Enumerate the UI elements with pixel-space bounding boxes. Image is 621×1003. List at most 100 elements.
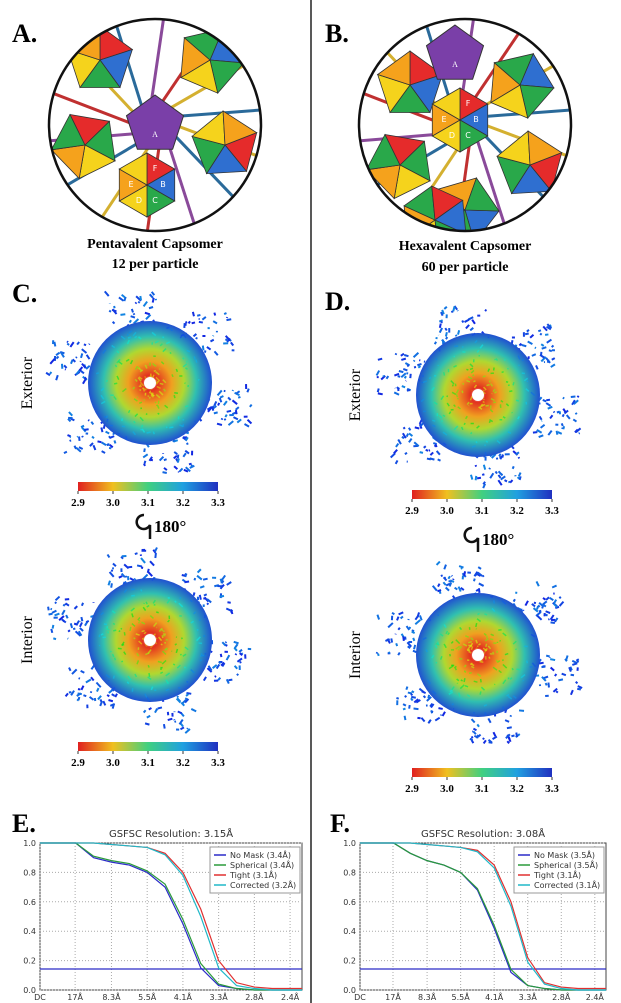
density-stroke bbox=[138, 301, 139, 302]
colorbar-label: 2.9 bbox=[405, 505, 419, 517]
density-stroke bbox=[88, 420, 89, 421]
density-stroke bbox=[70, 342, 73, 347]
density-stroke bbox=[557, 431, 558, 435]
view-label: Exterior bbox=[19, 356, 36, 409]
legend-label: Corrected (3.2Å) bbox=[230, 879, 296, 890]
density-stroke bbox=[146, 602, 147, 604]
density-stroke bbox=[49, 614, 53, 615]
density-stroke bbox=[540, 333, 541, 335]
density-stroke bbox=[521, 345, 526, 346]
density-stroke bbox=[420, 615, 422, 620]
density-stroke bbox=[441, 321, 442, 322]
density-stroke bbox=[516, 733, 517, 738]
caption: 12 per particle bbox=[112, 257, 199, 272]
density-stroke bbox=[226, 609, 231, 611]
density-stroke bbox=[103, 701, 105, 705]
density-stroke bbox=[547, 340, 552, 343]
density-stroke bbox=[158, 662, 162, 663]
density-stroke bbox=[477, 724, 479, 726]
density-stroke bbox=[443, 582, 445, 585]
density-stroke bbox=[455, 588, 458, 590]
density-stroke bbox=[546, 403, 550, 406]
density-stroke bbox=[388, 623, 393, 627]
density-stroke bbox=[498, 475, 500, 478]
density-stroke bbox=[72, 669, 77, 674]
density-stroke bbox=[109, 311, 111, 312]
density-stroke bbox=[77, 621, 79, 625]
density-stroke bbox=[427, 459, 431, 460]
density-stroke bbox=[106, 416, 107, 418]
density-stroke bbox=[378, 393, 383, 394]
density-stroke bbox=[82, 603, 83, 606]
density-stroke bbox=[134, 638, 136, 639]
density-stroke bbox=[67, 341, 68, 342]
y-tick-label: 0.6 bbox=[23, 898, 36, 907]
density-stroke bbox=[192, 322, 195, 323]
density-stroke bbox=[562, 423, 563, 426]
y-tick-label: 0.2 bbox=[343, 957, 356, 966]
density-stroke bbox=[446, 587, 449, 590]
density-stroke bbox=[160, 383, 163, 384]
density-stroke bbox=[551, 667, 555, 670]
density-stroke bbox=[445, 328, 447, 330]
density-stroke bbox=[174, 395, 175, 398]
density-stroke bbox=[495, 359, 496, 360]
density-stroke bbox=[558, 679, 563, 680]
density-stroke bbox=[170, 352, 171, 353]
density-stroke bbox=[378, 388, 379, 392]
density-stroke bbox=[144, 302, 148, 307]
density-stroke bbox=[443, 415, 445, 416]
x-tick-label: 17Å bbox=[385, 991, 401, 1002]
x-tick-label: 5.5Å bbox=[138, 991, 157, 1002]
density-stroke bbox=[185, 729, 190, 733]
density-stroke bbox=[407, 390, 410, 391]
density-stroke bbox=[213, 321, 217, 323]
subunit-label: F bbox=[153, 164, 158, 173]
density-stroke bbox=[149, 307, 153, 308]
density-stroke bbox=[391, 638, 392, 642]
density-stroke bbox=[178, 459, 179, 463]
density-stroke bbox=[119, 576, 123, 578]
density-stroke bbox=[140, 384, 141, 387]
density-stroke bbox=[207, 347, 211, 350]
density-stroke bbox=[237, 419, 241, 422]
density-stroke bbox=[411, 698, 413, 700]
density-stroke bbox=[525, 334, 529, 335]
density-stroke bbox=[110, 445, 113, 448]
density-map bbox=[48, 548, 251, 734]
density-stroke bbox=[507, 368, 508, 369]
density-stroke bbox=[541, 425, 545, 428]
density-stroke bbox=[453, 384, 454, 386]
density-stroke bbox=[132, 309, 133, 312]
density-stroke bbox=[552, 358, 555, 360]
density-stroke bbox=[484, 740, 486, 743]
density-stroke bbox=[247, 389, 248, 393]
density-stroke bbox=[417, 364, 421, 365]
density-stroke bbox=[215, 676, 216, 677]
density-map bbox=[377, 306, 581, 488]
density-stroke bbox=[549, 350, 552, 351]
colorbar-label: 2.9 bbox=[71, 497, 85, 509]
density-stroke bbox=[84, 429, 89, 430]
density-stroke bbox=[512, 412, 513, 413]
density-stroke bbox=[87, 355, 90, 359]
density-stroke bbox=[535, 347, 536, 348]
density-stroke bbox=[174, 466, 177, 469]
density-stroke bbox=[134, 313, 135, 314]
density-stroke bbox=[468, 317, 473, 319]
density-stroke bbox=[550, 415, 552, 418]
density-stroke bbox=[231, 342, 233, 345]
density-stroke bbox=[113, 676, 114, 679]
density-stroke bbox=[126, 436, 127, 440]
x-tick-label: 3.3Å bbox=[210, 991, 229, 1002]
colorbar-label: 3.3 bbox=[545, 505, 559, 517]
colorbar-label: 3.0 bbox=[106, 497, 120, 509]
density-stroke bbox=[428, 695, 429, 698]
density-stroke bbox=[422, 382, 423, 383]
density-stroke bbox=[113, 630, 116, 631]
density-stroke bbox=[539, 663, 544, 664]
density-stroke bbox=[422, 691, 426, 693]
density-stroke bbox=[121, 628, 122, 629]
density-stroke bbox=[150, 294, 153, 298]
density-stroke bbox=[472, 719, 475, 722]
